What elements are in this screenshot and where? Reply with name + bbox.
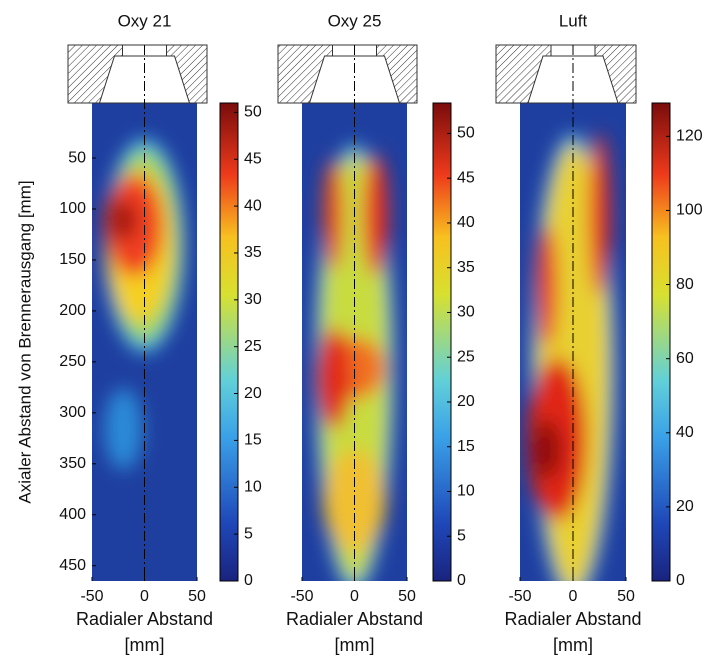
colorbar-tick-label: 45 <box>244 150 262 167</box>
x-tick-label: -50 <box>80 588 103 605</box>
x-axis-label: [mm] <box>335 635 375 655</box>
x-tick-label: 0 <box>140 588 149 605</box>
x-tick-label: 0 <box>569 588 578 605</box>
colorbar-tick-label: 25 <box>457 348 475 365</box>
heatmap-blob <box>589 134 610 297</box>
y-tick-label: 450 <box>59 557 86 574</box>
colorbar-tick-label: 50 <box>457 125 475 142</box>
heatmap-blob <box>363 154 388 276</box>
heatmap-blob <box>111 200 136 241</box>
colorbar-tick-label: 80 <box>676 276 694 293</box>
colorbar-tick-label: 30 <box>244 291 262 308</box>
x-tick-label: -50 <box>290 588 313 605</box>
colorbar-tick-label: 0 <box>676 572 685 589</box>
colorbar-tick-label: 0 <box>244 572 253 589</box>
colorbar <box>220 103 238 581</box>
y-tick-label: 200 <box>59 302 86 319</box>
y-tick-label: 100 <box>59 200 86 217</box>
x-axis-label: [mm] <box>125 635 165 655</box>
panel-title: Oxy 25 <box>328 11 382 30</box>
x-axis-label: Radialer Abstand <box>504 609 641 629</box>
colorbar-tick-label: 15 <box>244 432 262 449</box>
y-tick-label: 50 <box>68 149 86 166</box>
x-tick-label: -50 <box>508 588 531 605</box>
figure: Oxy 21-50050Radialer Abstand[mm]50100150… <box>0 0 725 657</box>
x-tick-label: 50 <box>617 588 635 605</box>
panel-title: Oxy 21 <box>118 11 172 30</box>
panel-title: Luft <box>559 11 588 30</box>
y-tick-label: 250 <box>59 353 86 370</box>
y-tick-label: 400 <box>59 506 86 523</box>
x-tick-label: 0 <box>350 588 359 605</box>
colorbar-tick-label: 30 <box>457 304 475 321</box>
colorbar-tick-label: 40 <box>244 197 262 214</box>
heatmap-blob <box>317 327 351 429</box>
heatmap-blob <box>532 419 562 480</box>
colorbar-tick-label: 50 <box>244 104 262 121</box>
colorbar-tick-label: 25 <box>244 338 262 355</box>
colorbar-tick-label: 60 <box>676 350 694 367</box>
colorbar-tick-label: 20 <box>457 393 475 410</box>
heatmap-blob <box>536 225 557 347</box>
colorbar-tick-label: 0 <box>457 572 466 589</box>
colorbar-tick-label: 15 <box>457 438 475 455</box>
colorbar-tick-label: 120 <box>676 128 703 145</box>
colorbar <box>652 103 670 581</box>
colorbar <box>433 103 451 581</box>
colorbar-tick-label: 40 <box>457 214 475 231</box>
y-axis-label: Axialer Abstand von Brennerausgang [mm] <box>15 180 34 503</box>
colorbar-tick-label: 100 <box>676 202 703 219</box>
colorbar-tick-label: 20 <box>244 385 262 402</box>
colorbar-tick-label: 35 <box>244 244 262 261</box>
x-tick-label: 50 <box>398 588 416 605</box>
x-axis-label: Radialer Abstand <box>286 609 423 629</box>
colorbar-tick-label: 20 <box>676 498 694 515</box>
heatmap-blob <box>323 159 344 271</box>
colorbar-tick-label: 40 <box>676 424 694 441</box>
y-tick-label: 300 <box>59 404 86 421</box>
heatmap-blob <box>105 388 143 470</box>
y-tick-label: 150 <box>59 251 86 268</box>
colorbar-tick-label: 5 <box>244 525 253 542</box>
colorbar-tick-label: 10 <box>457 483 475 500</box>
x-axis-label: Radialer Abstand <box>76 609 213 629</box>
colorbar-tick-label: 35 <box>457 259 475 276</box>
y-tick-label: 350 <box>59 455 86 472</box>
x-axis-label: [mm] <box>553 635 593 655</box>
colorbar-tick-label: 45 <box>457 169 475 186</box>
colorbar-tick-label: 10 <box>244 478 262 495</box>
x-tick-label: 50 <box>188 588 206 605</box>
colorbar-tick-label: 5 <box>457 527 466 544</box>
